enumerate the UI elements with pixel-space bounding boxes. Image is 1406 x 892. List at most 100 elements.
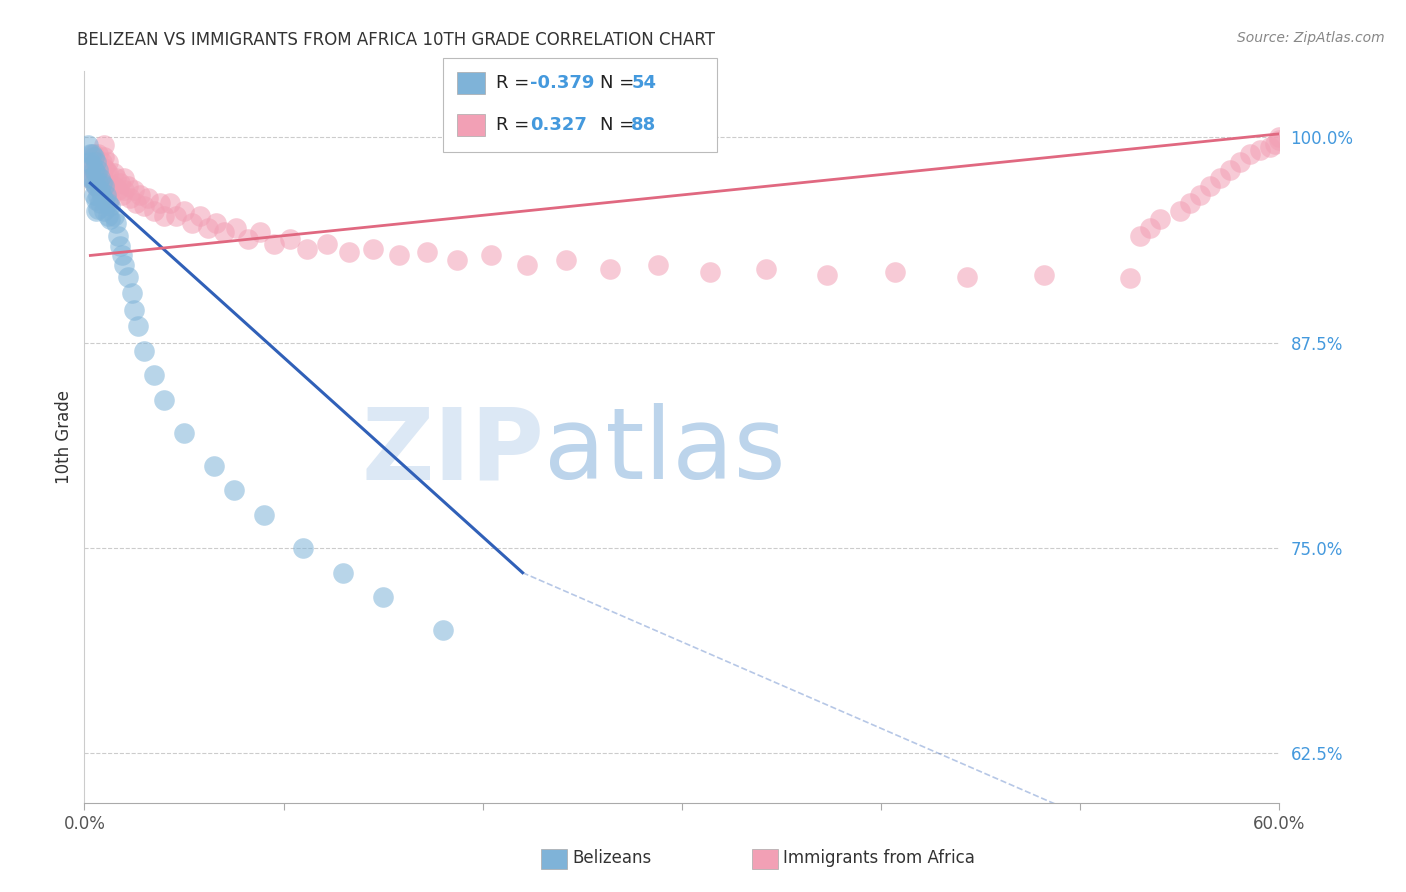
Point — [516, 258, 538, 272]
Point — [91, 154, 114, 169]
Point — [86, 166, 108, 180]
Point — [236, 232, 259, 246]
Point — [132, 343, 156, 358]
Point — [87, 189, 110, 203]
Point — [105, 216, 128, 230]
Point — [112, 171, 135, 186]
Point — [87, 158, 110, 172]
Point — [1268, 130, 1291, 145]
Point — [253, 508, 276, 523]
Point — [86, 179, 108, 194]
Point — [278, 232, 301, 246]
Point — [98, 199, 121, 213]
Point — [755, 261, 778, 276]
Point — [97, 209, 120, 223]
Text: N =: N = — [600, 116, 640, 134]
Text: ZIP: ZIP — [361, 403, 544, 500]
Point — [316, 236, 339, 251]
Point — [87, 163, 110, 178]
Point — [212, 226, 235, 240]
Point — [1168, 204, 1191, 219]
Point — [86, 166, 108, 180]
Point — [86, 204, 108, 219]
Point — [117, 269, 139, 284]
Point — [159, 195, 181, 210]
Point — [86, 179, 108, 194]
Point — [82, 163, 104, 178]
Point — [96, 163, 118, 178]
Point — [112, 183, 135, 197]
Point — [1139, 220, 1161, 235]
Point — [98, 212, 121, 227]
Point — [111, 248, 134, 262]
Point — [1198, 179, 1220, 194]
Point — [1258, 140, 1281, 154]
Point — [79, 146, 101, 161]
Point — [416, 245, 439, 260]
Point — [120, 191, 142, 205]
Point — [165, 209, 187, 223]
Point — [699, 265, 721, 279]
Point — [446, 253, 468, 268]
Point — [112, 258, 135, 272]
Point — [82, 158, 104, 172]
Point — [98, 179, 121, 194]
Point — [373, 591, 395, 605]
Text: R =: R = — [496, 116, 541, 134]
Text: atlas: atlas — [544, 403, 786, 500]
Point — [86, 154, 108, 169]
Point — [111, 187, 134, 202]
Point — [83, 146, 105, 161]
Point — [1033, 268, 1056, 282]
Point — [97, 195, 120, 210]
Point — [87, 146, 110, 161]
Point — [87, 202, 110, 217]
Point — [89, 171, 111, 186]
Point — [136, 191, 159, 205]
Point — [956, 269, 979, 284]
Point — [225, 220, 247, 235]
Point — [122, 183, 145, 197]
Point — [1129, 228, 1152, 243]
Point — [83, 176, 105, 190]
Point — [1209, 171, 1232, 186]
Point — [103, 166, 125, 180]
Point — [479, 248, 502, 262]
Point — [884, 265, 907, 279]
Point — [83, 154, 105, 169]
Point — [132, 199, 156, 213]
Point — [96, 176, 118, 190]
Point — [77, 138, 100, 153]
Point — [83, 187, 105, 202]
Point — [1249, 143, 1271, 157]
Point — [125, 195, 148, 210]
Point — [129, 187, 152, 202]
Point — [127, 319, 149, 334]
Point — [93, 179, 115, 194]
Text: 88: 88 — [631, 116, 657, 134]
Point — [82, 146, 104, 161]
Point — [86, 193, 108, 207]
Point — [91, 176, 114, 190]
Point — [83, 163, 105, 178]
Text: BELIZEAN VS IMMIGRANTS FROM AFRICA 10TH GRADE CORRELATION CHART: BELIZEAN VS IMMIGRANTS FROM AFRICA 10TH … — [77, 31, 716, 49]
Point — [93, 161, 115, 176]
Point — [93, 150, 115, 164]
Text: R =: R = — [496, 74, 536, 92]
Point — [87, 176, 110, 190]
Point — [222, 483, 245, 498]
Point — [1229, 154, 1251, 169]
Point — [96, 187, 118, 202]
Point — [89, 183, 111, 197]
Point — [332, 566, 354, 580]
Point — [89, 171, 111, 186]
Point — [122, 302, 145, 317]
Point — [98, 191, 121, 205]
Point — [1119, 271, 1142, 285]
Point — [173, 425, 195, 440]
Point — [97, 154, 120, 169]
Point — [103, 209, 125, 223]
Point — [110, 238, 132, 252]
Point — [1268, 133, 1291, 147]
Point — [263, 236, 285, 251]
